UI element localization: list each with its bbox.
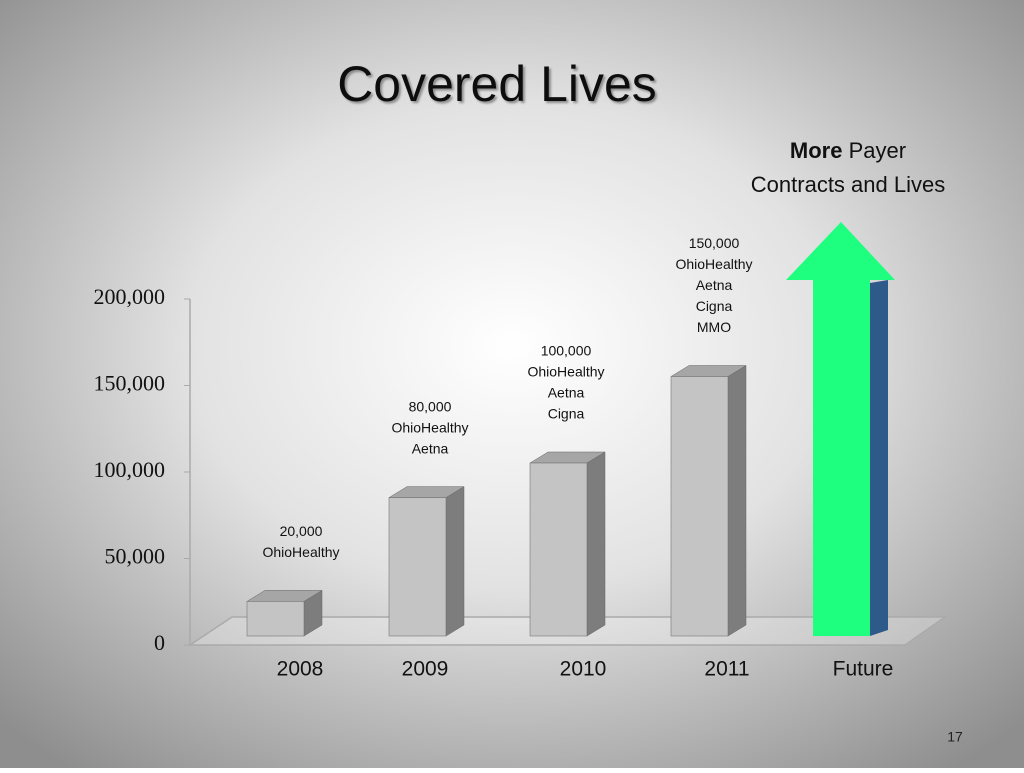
y-tick-label: 0 xyxy=(154,630,165,655)
value-label: 80,000 xyxy=(409,398,452,414)
x-tick-label: 2009 xyxy=(402,658,449,681)
payer-label: OhioHealthy xyxy=(391,419,468,435)
payer-label: OhioHealthy xyxy=(675,256,752,272)
arrow-label-bold: More xyxy=(790,138,843,163)
bar xyxy=(388,497,447,637)
y-tick-label: 50,000 xyxy=(105,544,166,569)
payer-label: OhioHealthy xyxy=(527,364,604,380)
value-label: 20,000 xyxy=(280,523,323,539)
payer-label: MMO xyxy=(697,319,731,335)
bar-side xyxy=(445,486,465,637)
bar-side xyxy=(727,365,747,637)
y-tick-label: 200,000 xyxy=(94,284,166,309)
payer-label: Aetna xyxy=(412,440,449,456)
x-tick-label: 2010 xyxy=(560,658,607,681)
y-tick-label: 150,000 xyxy=(94,371,166,396)
arrow-side xyxy=(870,280,888,636)
x-tick-label: 2011 xyxy=(704,658,749,681)
arrow-label: More Payer xyxy=(790,138,906,163)
x-tick-label: Future xyxy=(833,658,894,681)
bar xyxy=(246,601,305,637)
payer-label: Aetna xyxy=(548,385,585,401)
arrow-head xyxy=(786,222,895,280)
bar xyxy=(529,462,588,637)
x-tick-label: 2008 xyxy=(277,658,324,681)
y-tick-label: 100,000 xyxy=(94,457,166,482)
arrow-label-line2: Contracts and Lives xyxy=(751,172,945,197)
page-number: 17 xyxy=(947,729,963,745)
payer-label: Cigna xyxy=(696,298,733,314)
slide-title: Covered Lives xyxy=(337,56,657,112)
bar xyxy=(670,376,729,637)
value-label: 100,000 xyxy=(541,343,592,359)
payer-label: Cigna xyxy=(548,406,585,422)
arrow-shaft xyxy=(813,280,870,636)
bar-side xyxy=(586,451,606,637)
payer-label: Aetna xyxy=(696,277,733,293)
value-label: 150,000 xyxy=(689,235,740,251)
arrow-label-rest: Payer xyxy=(849,138,906,163)
payer-label: OhioHealthy xyxy=(262,544,339,560)
